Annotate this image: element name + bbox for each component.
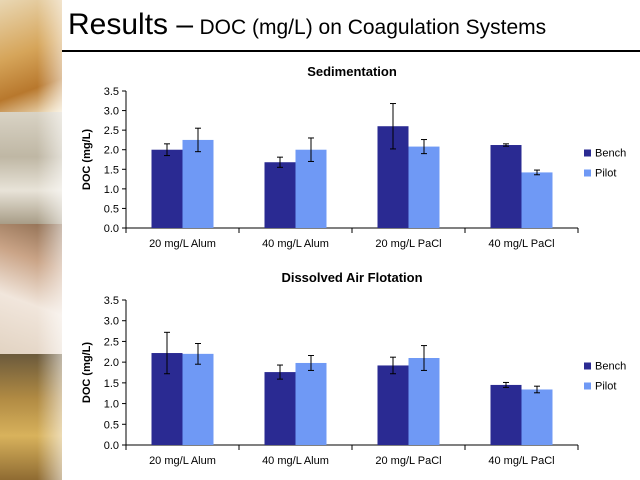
bar-pilot: [182, 139, 214, 228]
legend-swatch: [584, 362, 591, 370]
bar-pilot: [182, 353, 214, 445]
chart-title: Dissolved Air Flotation: [281, 270, 422, 285]
legend-label: Bench: [595, 148, 626, 160]
y-tick-label: 2.0: [104, 145, 119, 157]
x-category-label: 40 mg/L Alum: [262, 238, 329, 250]
slide-title-sub: DOC (mg/L) on Coagulation Systems: [199, 16, 547, 39]
bar-bench: [490, 145, 522, 228]
bar-pilot: [295, 149, 327, 228]
legend-label: Bench: [595, 361, 626, 373]
y-axis-title: DOC (mg/L): [81, 129, 93, 190]
legend-label: Pilot: [595, 168, 616, 180]
bar-pilot: [521, 172, 553, 228]
y-tick-label: 1.5: [104, 164, 119, 176]
y-tick-label: 0.0: [104, 223, 119, 235]
title-underline: [62, 50, 640, 52]
photo-fade-overlay: [0, 0, 62, 480]
y-tick-label: 2.5: [104, 125, 119, 137]
x-category-label: 40 mg/L Alum: [262, 455, 329, 467]
y-tick-label: 1.0: [104, 184, 119, 196]
bar-pilot: [408, 358, 440, 445]
x-category-label: 20 mg/L Alum: [149, 238, 216, 250]
y-tick-label: 3.0: [104, 106, 119, 118]
y-tick-label: 0.5: [104, 203, 119, 215]
legend-label: Pilot: [595, 381, 616, 393]
y-tick-label: 2.0: [104, 357, 119, 369]
bar-bench: [264, 372, 296, 445]
y-tick-label: 0.0: [104, 440, 119, 452]
y-tick-label: 1.5: [104, 378, 119, 390]
x-category-label: 40 mg/L PaCl: [488, 238, 554, 250]
x-category-label: 20 mg/L Alum: [149, 455, 216, 467]
x-category-label: 20 mg/L PaCl: [375, 238, 441, 250]
bar-pilot: [408, 146, 440, 228]
slide-title: Results – DOC (mg/L) on Coagulation Syst…: [68, 8, 640, 52]
bar-bench: [151, 149, 183, 228]
y-tick-label: 1.0: [104, 399, 119, 411]
bar-bench: [490, 384, 522, 445]
bar-bench: [377, 365, 409, 445]
y-tick-label: 2.5: [104, 336, 119, 348]
x-category-label: 20 mg/L PaCl: [375, 455, 441, 467]
bar-pilot: [521, 389, 553, 445]
legend-swatch: [584, 169, 591, 177]
bar-bench: [264, 162, 296, 228]
slide-title-main: Results –: [68, 8, 194, 41]
y-tick-label: 3.0: [104, 316, 119, 328]
y-tick-label: 0.5: [104, 419, 119, 431]
chart-title: Sedimentation: [307, 64, 397, 79]
y-tick-label: 3.5: [104, 295, 119, 307]
legend-swatch: [584, 382, 591, 390]
bar-pilot: [295, 362, 327, 445]
decorative-photo-strip: [0, 0, 62, 480]
y-tick-label: 3.5: [104, 86, 119, 98]
y-axis-title: DOC (mg/L): [81, 342, 93, 403]
legend-swatch: [584, 149, 591, 157]
x-category-label: 40 mg/L PaCl: [488, 455, 554, 467]
